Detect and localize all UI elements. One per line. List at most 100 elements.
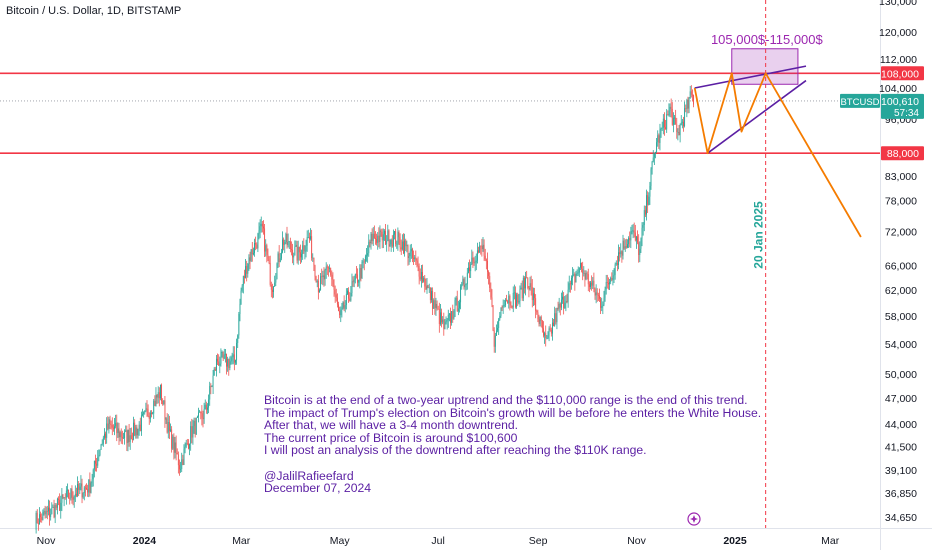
price-tick-label: 50,000 — [885, 369, 917, 381]
candle-body — [521, 287, 523, 299]
candle-body — [361, 261, 363, 279]
candle-body — [131, 439, 133, 440]
candle-body — [252, 252, 254, 255]
candle-body — [385, 230, 387, 245]
candle-body — [133, 422, 135, 440]
candle-body — [351, 281, 353, 293]
candle-body — [548, 328, 550, 336]
candle-body — [419, 276, 421, 280]
candle-body — [375, 238, 376, 240]
candle-body — [343, 302, 345, 309]
candle-body — [671, 108, 673, 125]
candle-body — [582, 268, 584, 274]
candle-body — [108, 419, 110, 429]
candle-body — [174, 442, 176, 453]
candle-body — [275, 279, 277, 283]
candle-body — [238, 314, 240, 336]
candle-body — [512, 292, 514, 308]
candle-body — [123, 438, 124, 439]
candle-body — [431, 291, 432, 301]
candle-body — [409, 251, 411, 257]
candle-body — [383, 230, 385, 235]
candle-body — [399, 237, 401, 248]
candle-body — [527, 278, 529, 288]
candle-body — [621, 251, 623, 256]
candle-body — [646, 195, 647, 215]
candle-body — [350, 292, 352, 301]
candle-body — [500, 307, 502, 316]
candle-body — [643, 210, 645, 226]
candle-body — [658, 135, 660, 143]
candle-body — [63, 497, 65, 499]
candle-body — [41, 517, 43, 520]
candle-body — [110, 423, 112, 425]
candle-body — [479, 245, 481, 253]
candle-body — [587, 274, 589, 285]
candle-body — [200, 411, 202, 414]
candle-body — [390, 239, 392, 245]
candle-body — [259, 226, 261, 231]
candle-body — [550, 329, 552, 334]
candle-body — [395, 231, 397, 244]
candle-body — [170, 429, 171, 431]
candle-body — [362, 261, 364, 263]
price-tick-label: 47,000 — [885, 393, 917, 405]
candle-body — [414, 257, 416, 259]
candle-body — [52, 506, 54, 508]
candle-body — [335, 294, 337, 298]
candle-body — [487, 260, 488, 272]
candle-body — [95, 460, 96, 464]
candle-body — [478, 250, 479, 253]
candle-body — [573, 274, 575, 276]
candle-body — [491, 297, 493, 306]
candle-body — [217, 358, 219, 362]
candle-body — [226, 353, 227, 367]
candle-body — [566, 300, 568, 302]
candle-body — [531, 287, 533, 301]
candle-body — [171, 429, 173, 449]
candle-body — [465, 284, 467, 286]
candle-body — [541, 321, 543, 329]
candle-body — [400, 247, 402, 250]
candle-body — [147, 409, 149, 416]
candle-body — [77, 483, 79, 496]
candle-body — [681, 121, 683, 123]
candle-body — [501, 307, 503, 309]
candle-body — [193, 420, 195, 427]
candle-body — [359, 267, 361, 280]
candle-body — [585, 273, 587, 280]
candle-body — [99, 449, 101, 456]
candle-body — [481, 246, 483, 250]
candle-body — [314, 265, 316, 277]
candle-body — [476, 250, 478, 261]
candle-body — [148, 415, 150, 419]
candle-body — [380, 230, 382, 232]
candle-body — [472, 257, 474, 261]
candle-body — [282, 239, 283, 253]
time-tick-label: Mar — [821, 535, 840, 547]
candle-body — [655, 151, 656, 154]
candle-body — [594, 289, 596, 296]
candle-body — [397, 231, 399, 244]
candle-body — [127, 429, 129, 443]
candle-body — [187, 443, 189, 449]
candle-body — [296, 244, 298, 261]
current-price-tag — [881, 93, 924, 119]
candle-body — [332, 279, 334, 284]
candle-body — [258, 230, 260, 234]
candle-body — [568, 283, 570, 290]
candle-body — [224, 353, 226, 355]
candle-body — [319, 290, 320, 293]
candle-body — [202, 417, 204, 420]
candle-body — [228, 358, 230, 369]
candle-body — [130, 435, 132, 440]
candle-body — [294, 246, 296, 256]
candle-body — [691, 94, 693, 96]
candle-body — [586, 273, 588, 275]
candle-body — [495, 330, 497, 336]
candle-body — [310, 236, 311, 240]
candle-body — [424, 277, 426, 287]
candle-body — [607, 282, 609, 285]
